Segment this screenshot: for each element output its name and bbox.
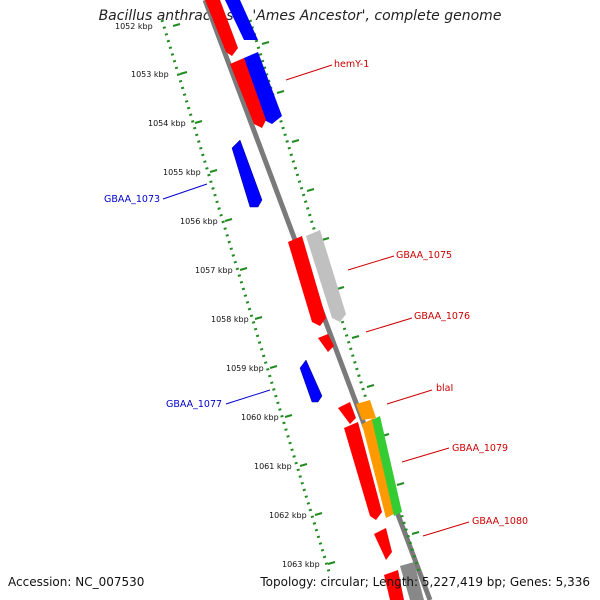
gene-arrow-top-red[interactable] [205, 0, 238, 56]
tick-label-1052: 1052 kbp [115, 22, 153, 31]
reverse-tick-rail [160, 19, 332, 576]
gene-label-hemy-1[interactable]: hemY-1 [334, 59, 369, 70]
gene-label-gbaa-1080[interactable]: GBAA_1080 [472, 516, 528, 527]
accession-text: Accession: NC_007530 [8, 575, 145, 589]
gene-label-gbaa-1076[interactable]: GBAA_1076 [414, 311, 470, 322]
gene-arrow-gbaa-1073[interactable] [231, 139, 263, 208]
gene-arrow-gbaa-1075-gray[interactable] [306, 230, 346, 322]
gene-arrow-gbaa-1077[interactable] [299, 359, 323, 403]
gene-arrow-blai-orange[interactable] [356, 400, 376, 420]
gene-label-gbaa-1075[interactable]: GBAA_1075 [396, 250, 452, 261]
leader-gbaa-1075 [347, 255, 395, 271]
tick-label-1062: 1062 kbp [269, 511, 307, 520]
map-title: Bacillus anthracis str. 'Ames Ancestor',… [98, 8, 502, 24]
gene-label-gbaa-1077[interactable]: GBAA_1077 [166, 399, 222, 410]
tick-label-1057: 1057 kbp [195, 266, 233, 275]
leader-gbaa-1076 [365, 317, 413, 333]
tick-label-1061: 1061 kbp [254, 462, 292, 471]
gene-arrow-gbaa-1079[interactable] [344, 422, 382, 520]
gene-label-blai[interactable]: blaI [436, 383, 453, 394]
genome-summary-text: Topology: circular; Length: 5,227,419 bp… [260, 575, 590, 589]
leader-gbaa-1077 [225, 389, 271, 405]
tick-label-1063: 1063 kbp [282, 560, 320, 569]
gene-arrow-bottom-red[interactable] [384, 570, 404, 600]
gene-arrow-gbaa-1075[interactable] [288, 236, 326, 326]
tick-label-1059: 1059 kbp [226, 364, 264, 373]
tick-marks [172, 23, 420, 565]
gene-arrow-blai[interactable] [338, 402, 356, 424]
leader-gbaa-1080 [422, 521, 470, 537]
tick-label-1053: 1053 kbp [131, 70, 169, 79]
leader-hemy-1 [285, 64, 333, 81]
gene-label-gbaa-1073[interactable]: GBAA_1073 [104, 194, 160, 205]
tick-label-1060: 1060 kbp [241, 413, 279, 422]
tick-label-1058: 1058 kbp [211, 315, 249, 324]
gene-arrow-top-blue[interactable] [225, 0, 258, 40]
leader-gbaa-1073 [162, 183, 208, 200]
gene-arrow-gbaa-1076[interactable] [318, 334, 334, 352]
gene-arrow-bottom-gray[interactable] [400, 562, 424, 600]
leader-blai [386, 389, 433, 405]
gene-arrow-hemy-1[interactable] [230, 58, 266, 128]
gene-arrow-gbaa-1079-orange[interactable] [362, 418, 394, 518]
tick-label-1054: 1054 kbp [148, 119, 186, 128]
gene-arrow-gbaa-1079-green[interactable] [372, 416, 402, 516]
tick-label-1056: 1056 kbp [180, 217, 218, 226]
tick-label-1055: 1055 kbp [163, 168, 201, 177]
gene-arrow-hemy-blue[interactable] [244, 52, 282, 124]
gene-label-gbaa-1079[interactable]: GBAA_1079 [452, 443, 508, 454]
leader-gbaa-1079 [401, 447, 450, 463]
gene-arrow-gbaa-1080[interactable] [374, 528, 392, 560]
